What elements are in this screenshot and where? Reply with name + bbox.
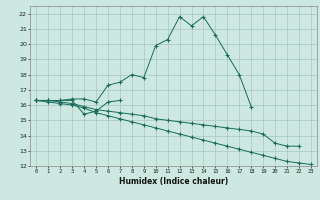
X-axis label: Humidex (Indice chaleur): Humidex (Indice chaleur): [119, 177, 228, 186]
